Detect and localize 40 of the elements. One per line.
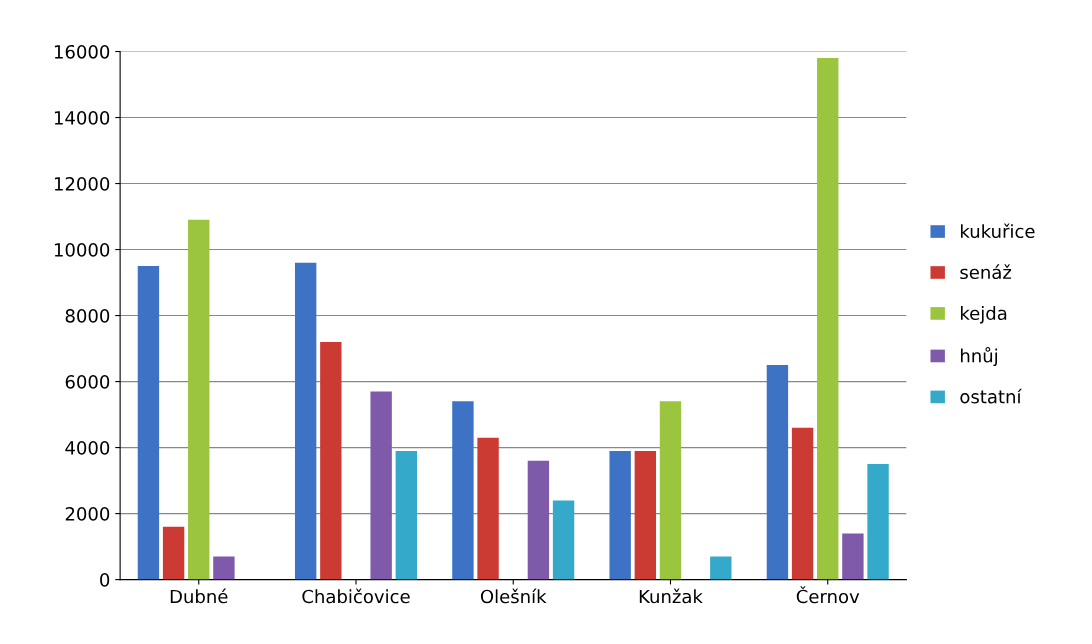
x-tick-label: Kunžak xyxy=(639,588,703,604)
bar xyxy=(188,219,210,580)
y-tick-label: 6000 xyxy=(65,375,110,389)
bar xyxy=(766,365,789,580)
x-tick-label: Černov xyxy=(796,586,860,604)
bar xyxy=(162,526,185,580)
bar xyxy=(791,427,814,580)
bar xyxy=(867,464,889,580)
x-tick-label: Olešník xyxy=(480,588,547,604)
y-tick-label: 16000 xyxy=(54,44,110,59)
bar xyxy=(527,460,550,580)
bar xyxy=(609,450,631,580)
bar xyxy=(552,500,575,580)
y-tick-label: 0 xyxy=(100,573,110,587)
bar xyxy=(370,391,392,580)
y-tick-label: 10000 xyxy=(54,243,110,257)
bar xyxy=(320,341,342,580)
x-tick-label: Dubné xyxy=(170,588,228,604)
bar xyxy=(817,58,839,580)
bar xyxy=(294,262,317,580)
legend-label: ostatní xyxy=(960,388,1022,404)
bar xyxy=(213,556,235,580)
y-tick-label: 8000 xyxy=(65,309,110,323)
bar xyxy=(137,266,160,580)
bar xyxy=(477,437,499,580)
x-tick-label: Chabičovice xyxy=(302,588,410,604)
bar xyxy=(842,533,864,580)
legend-label: kejda xyxy=(961,306,1007,324)
legend-label: hnůj xyxy=(961,346,998,367)
legend-label: kukuřice xyxy=(961,223,1035,239)
y-tick-label: 12000 xyxy=(54,177,110,191)
legend-label: senáž xyxy=(960,264,1012,280)
bar xyxy=(659,401,682,580)
bar xyxy=(395,450,417,580)
bar xyxy=(710,556,732,580)
y-tick-label: 14000 xyxy=(54,110,110,125)
y-tick-label: 4000 xyxy=(65,441,110,455)
y-tick-label: 2000 xyxy=(65,507,110,521)
bar xyxy=(634,450,657,580)
bar xyxy=(452,401,474,580)
